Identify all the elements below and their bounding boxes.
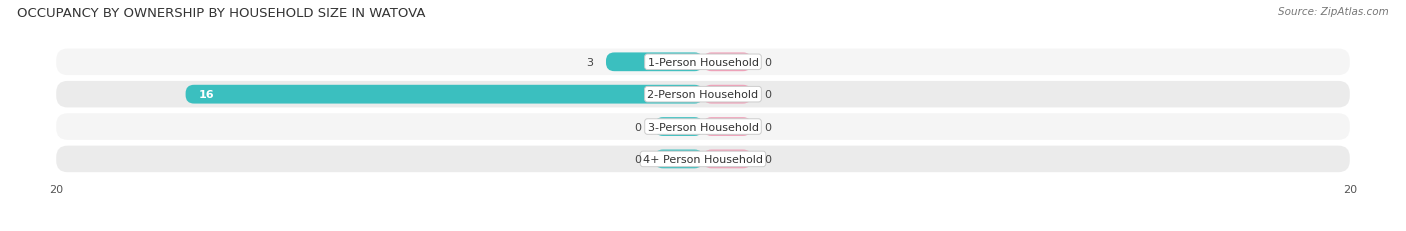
Text: 3-Person Household: 3-Person Household (648, 122, 758, 132)
Text: 0: 0 (634, 154, 641, 164)
Text: 3: 3 (586, 58, 593, 67)
FancyBboxPatch shape (186, 85, 703, 104)
FancyBboxPatch shape (703, 85, 752, 104)
FancyBboxPatch shape (703, 53, 752, 72)
Text: 0: 0 (765, 90, 772, 100)
Text: 2-Person Household: 2-Person Household (647, 90, 759, 100)
Text: 1-Person Household: 1-Person Household (648, 58, 758, 67)
FancyBboxPatch shape (56, 49, 1350, 76)
Text: 0: 0 (765, 58, 772, 67)
Text: OCCUPANCY BY OWNERSHIP BY HOUSEHOLD SIZE IN WATOVA: OCCUPANCY BY OWNERSHIP BY HOUSEHOLD SIZE… (17, 7, 426, 20)
Text: 0: 0 (765, 154, 772, 164)
FancyBboxPatch shape (56, 114, 1350, 140)
Text: 0: 0 (765, 122, 772, 132)
Text: Source: ZipAtlas.com: Source: ZipAtlas.com (1278, 7, 1389, 17)
FancyBboxPatch shape (654, 150, 703, 169)
FancyBboxPatch shape (703, 150, 752, 169)
FancyBboxPatch shape (56, 82, 1350, 108)
FancyBboxPatch shape (703, 118, 752, 136)
Text: 0: 0 (634, 122, 641, 132)
FancyBboxPatch shape (606, 53, 703, 72)
Text: 4+ Person Household: 4+ Person Household (643, 154, 763, 164)
Text: 16: 16 (198, 90, 214, 100)
FancyBboxPatch shape (654, 118, 703, 136)
FancyBboxPatch shape (56, 146, 1350, 173)
